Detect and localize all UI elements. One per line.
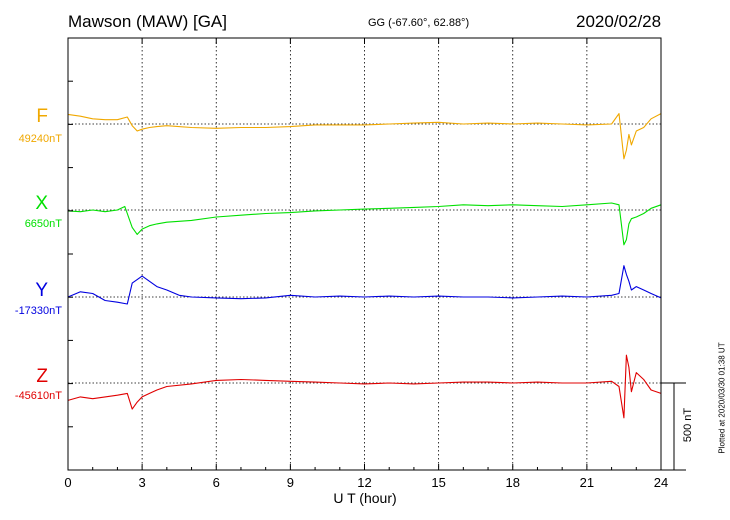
baseline-label-x: 6650nT	[24, 218, 62, 230]
scale-bar-label: 500 nT	[682, 407, 694, 443]
station-title: Mawson (MAW) [GA]	[68, 12, 227, 31]
series-line-y	[67, 265, 662, 305]
baseline-label-z: -45610nT	[14, 390, 62, 402]
x-tick-label-9: 9	[287, 475, 294, 490]
baseline-label-y: -17330nT	[14, 305, 62, 317]
left-ticks	[68, 37, 73, 471]
x-tick-label-12: 12	[357, 475, 371, 490]
series-lines	[67, 113, 662, 419]
x-ticks	[67, 38, 662, 470]
x-tick-label-21: 21	[580, 475, 594, 490]
x-tick-label-6: 6	[213, 475, 220, 490]
scale-bar	[661, 382, 686, 471]
plotted-timestamp: Plotted at 2020/03/30 01:38 UT	[717, 342, 727, 454]
geographic-coordinates: GG (-67.60°, 62.88°)	[368, 17, 470, 29]
series-label-z: Z	[36, 366, 48, 387]
x-tick-label-18: 18	[506, 475, 520, 490]
chart-date: 2020/02/28	[576, 12, 662, 31]
x-tick-labels: 0 3 6 9 12 15 18 21 24	[64, 475, 668, 490]
series-line-z	[67, 354, 662, 419]
baseline-label-f: 49240nT	[18, 133, 62, 145]
series-label-y: Y	[35, 280, 48, 301]
x-tick-label-0: 0	[64, 475, 71, 490]
series-line-f	[67, 113, 662, 160]
x-tick-label-24: 24	[654, 475, 668, 490]
x-axis-label: U T (hour)	[333, 490, 397, 506]
x-tick-label-15: 15	[431, 475, 445, 490]
x-tick-label-3: 3	[139, 475, 146, 490]
grid-lines	[141, 38, 588, 470]
series-label-x: X	[35, 193, 48, 214]
series-label-f: F	[36, 106, 48, 127]
series-line-x	[67, 202, 662, 246]
